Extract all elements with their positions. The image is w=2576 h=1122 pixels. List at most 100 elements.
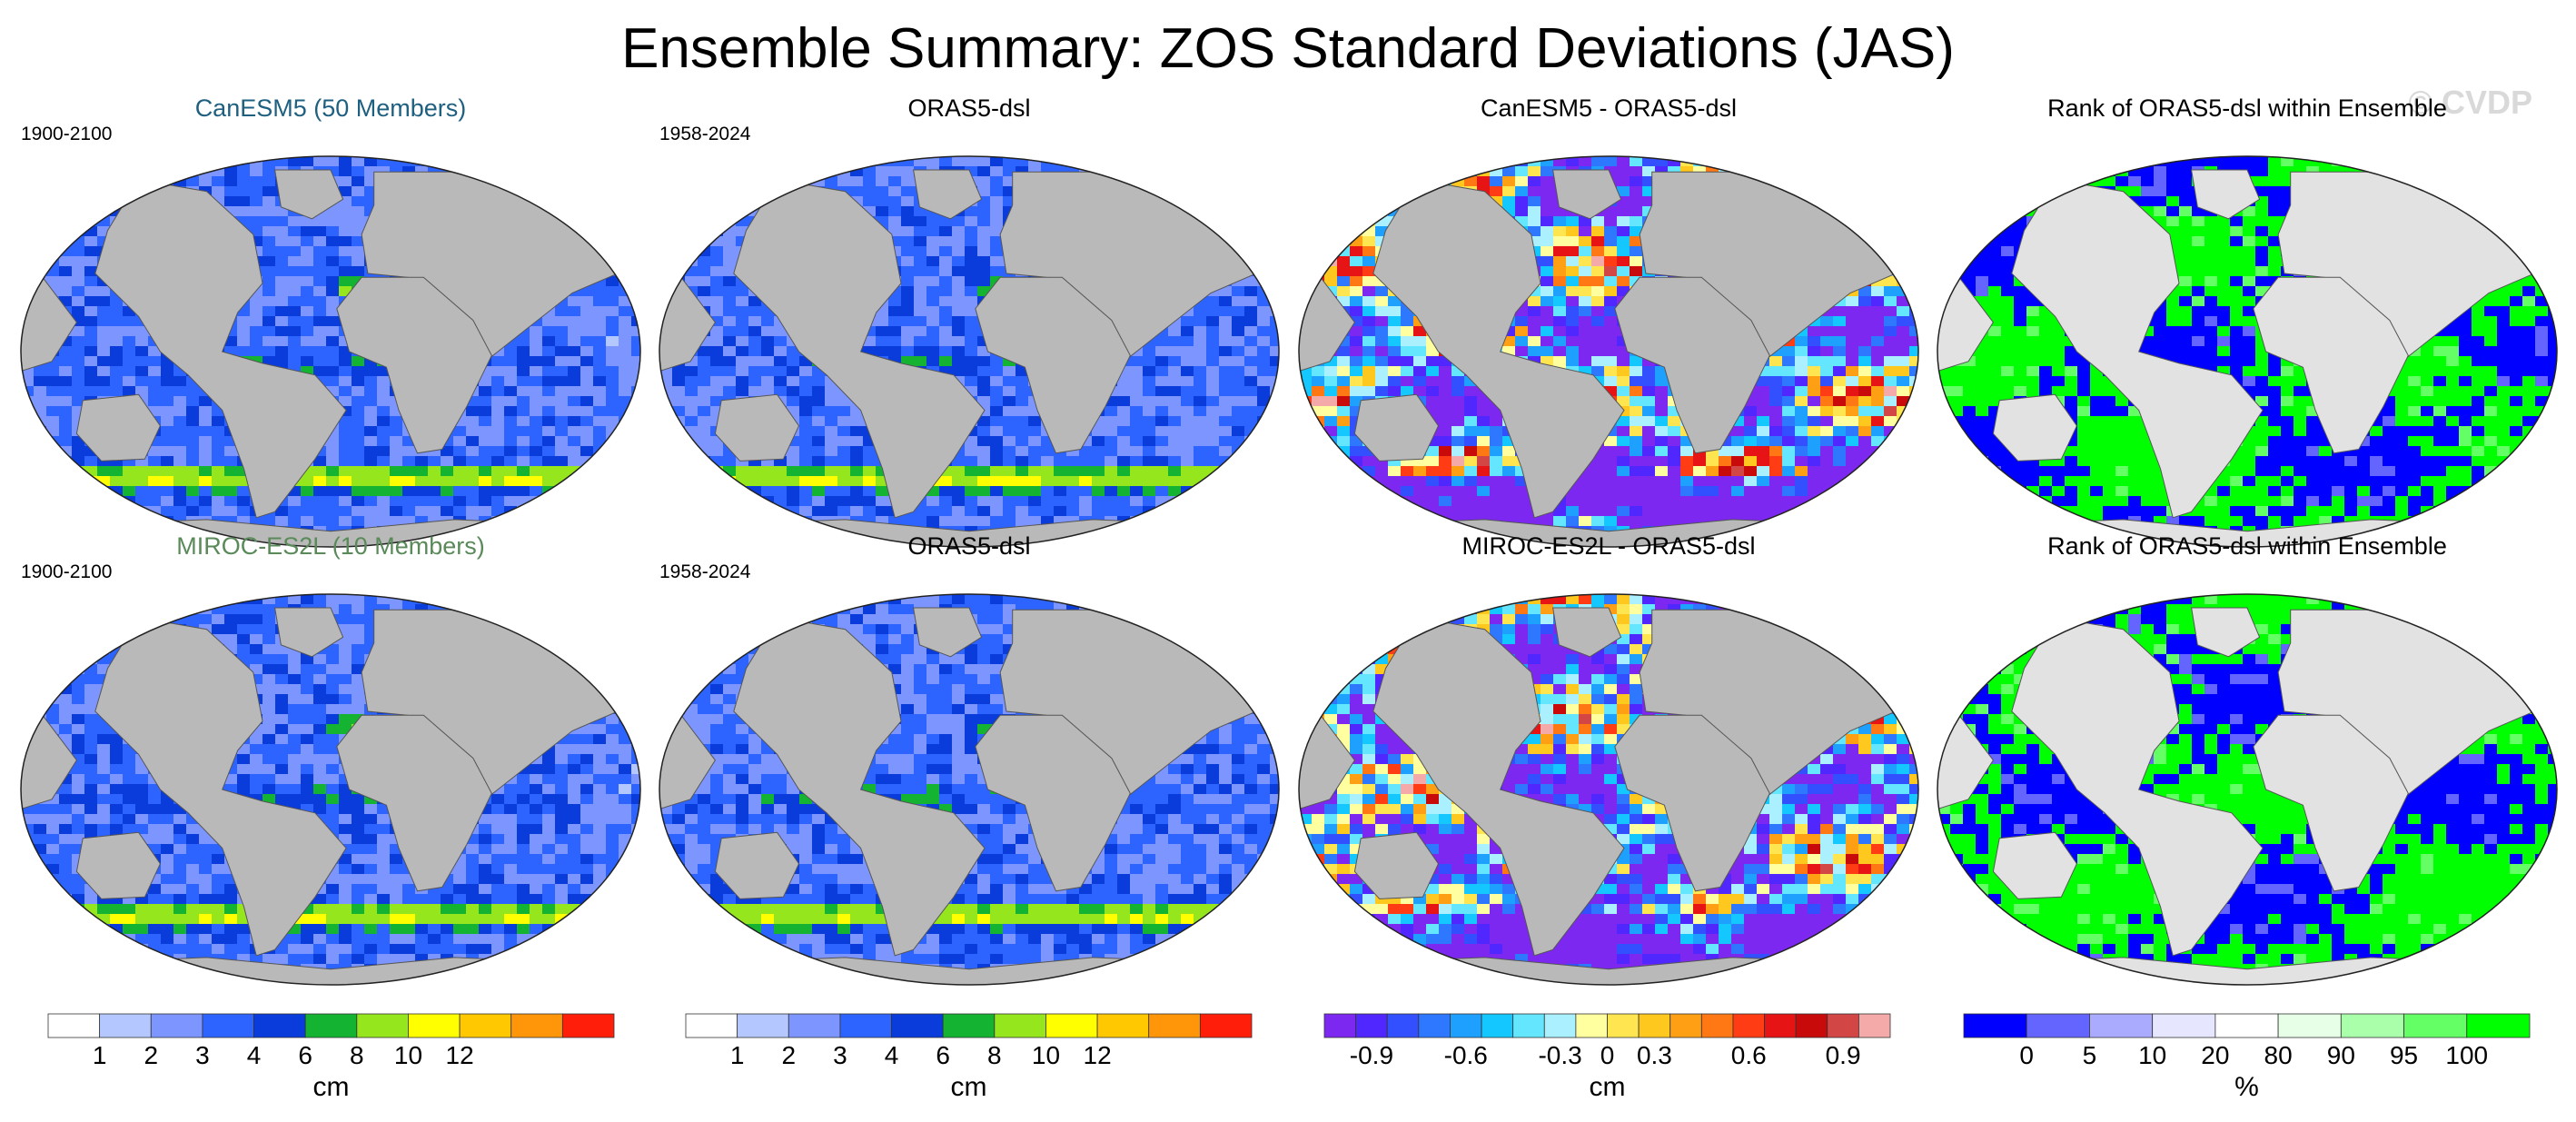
panel-title: ORAS5-dsl [907,94,1031,122]
land-australia [714,393,800,462]
colorbar-swatch [685,1013,738,1038]
colorbar-swatch [1827,1013,1859,1038]
colorbar-tick-label: 4 [884,1041,899,1069]
colorbar-swatch [1700,1013,1734,1038]
colorbar-swatch [1858,1013,1891,1038]
canesm5-sd-map [21,156,640,547]
oras5-sd-map-top [659,156,1279,547]
colorbar-tick-label: 6 [298,1041,312,1069]
land-americas [2011,179,2264,519]
land-greenland [913,169,983,220]
colorbar-swatch [1575,1013,1608,1038]
colorbar-swatch [47,1013,101,1038]
colorbar-swatch [737,1013,789,1038]
colorbar-swatch [2214,1013,2279,1038]
colorbar-swatch [1764,1013,1797,1038]
colorbar-tick-label: 5 [2082,1041,2097,1069]
panel-title: MIROC-ES2L - ORAS5-dsl [1461,532,1756,560]
colorbar-tick-label: 3 [833,1041,847,1069]
canesm5-minus-oras5-map [1299,156,1918,547]
colorbar-swatch [459,1013,512,1038]
colorbar-swatch [150,1013,203,1038]
colorbar-swatch [1512,1013,1545,1038]
colorbar-tick-label: 8 [350,1041,364,1069]
colorbar-swatch [2277,1013,2342,1038]
colorbar-swatch [408,1013,461,1038]
colorbar-swatch [2466,1013,2531,1038]
land-greenland [2191,169,2261,220]
map-outline [1937,155,2558,548]
colorbar-tick-label: 1 [92,1041,107,1069]
land-africa [1614,276,1770,454]
colorbar-tick-label: 8 [987,1041,1002,1069]
colorbar-tick-label: 12 [1083,1041,1112,1069]
colorbar-swatch [253,1013,306,1038]
colorbar-tick-label: 10 [393,1041,423,1069]
colorbar-swatch [304,1013,358,1038]
colorbar-tick-label: 0 [2019,1041,2035,1069]
panel-title: CanESM5 - ORAS5-dsl [1480,94,1738,122]
colorbar-swatch [510,1013,563,1038]
map-outline [659,155,1280,548]
colorbar-swatch [561,1013,615,1038]
miroc-minus-oras5-map [1299,594,1918,985]
colorbar-swatch [202,1013,254,1038]
rank-canesm5-map [1937,156,2557,547]
land-australia [1353,831,1440,899]
land-americas [2011,617,2264,957]
colorbar-unit: cm [950,1072,987,1102]
colorbar-tick-label: 1 [729,1041,745,1069]
colorbar-swatch [942,1013,996,1038]
map-outline [20,155,641,548]
sd-colorbar-2 [685,1013,1253,1038]
colorbar-swatch [2152,1013,2216,1038]
figure-title: Ensemble Summary: ZOS Standard Deviation… [621,17,1955,80]
colorbar-swatch [994,1013,1046,1038]
colorbar-tick-label: 90 [2326,1041,2355,1069]
period-label: 1958-2024 [659,561,751,582]
land-americas [94,179,347,519]
colorbar-swatch [1045,1013,1098,1038]
land-americas [733,617,986,957]
panel-title: CanESM5 (50 Members) [194,94,467,122]
colorbar-unit: % [2234,1072,2259,1102]
land-greenland [274,607,344,658]
colorbar-swatch [1148,1013,1201,1038]
land-australia [75,393,161,462]
miroc-es2l-sd-map [21,594,640,985]
colorbar-swatch [1607,1013,1640,1038]
colorbar-swatch [2340,1013,2404,1038]
colorbar-swatch [1669,1013,1702,1038]
colorbar-unit: cm [1589,1072,1626,1102]
colorbar-swatch [1481,1013,1514,1038]
land-americas [94,617,347,957]
colorbar-swatch [1450,1013,1482,1038]
oras5-sd-map-bottom [659,594,1279,985]
colorbar-swatch [788,1013,841,1038]
period-label: 1900-2100 [21,124,113,144]
colorbar-swatch [1638,1013,1671,1038]
map-outline [1298,593,1919,986]
colorbar-tick-label: 80 [2264,1041,2293,1069]
colorbar-swatch [1096,1013,1150,1038]
panel-title: ORAS5-dsl [907,532,1031,560]
colorbar-swatch [1386,1013,1420,1038]
colorbar-tick-label: -0.3 [1538,1041,1582,1069]
land-americas [1372,617,1625,957]
land-africa [336,276,492,454]
land-australia [714,831,800,899]
colorbar-tick-label: 6 [936,1041,950,1069]
map-outline [20,593,641,986]
land-australia [1353,393,1440,462]
panel-title: Rank of ORAS5-dsl within Ensemble [2047,94,2447,122]
colorbar-swatch [2089,1013,2154,1038]
land-africa [1614,714,1770,892]
colorbar-tick-label: -0.9 [1349,1041,1394,1069]
colorbar-tick-label: 0.9 [1825,1041,1861,1069]
sd-colorbar-1 [47,1013,615,1038]
period-label: 1900-2100 [21,561,113,582]
colorbar-swatch [1732,1013,1765,1038]
colorbar-swatch [839,1013,892,1038]
map-outline [1937,593,2558,986]
